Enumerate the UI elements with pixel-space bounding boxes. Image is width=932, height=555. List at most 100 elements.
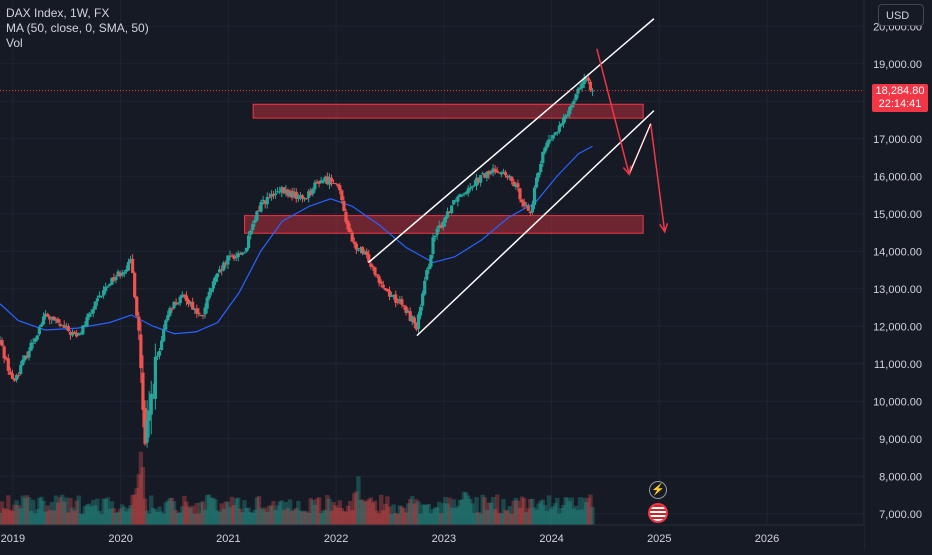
currency-button[interactable]: USD: [878, 4, 924, 26]
volume-bar: [393, 512, 398, 525]
volume-bar: [101, 498, 106, 525]
chart-legend: DAX Index, 1W, FX MA (50, close, 0, SMA,…: [6, 6, 149, 51]
candle-body: [441, 221, 445, 227]
volume-bar: [169, 498, 175, 525]
volume-bar: [30, 499, 36, 525]
volume-bar: [86, 503, 92, 525]
candle-body: [418, 306, 423, 316]
volume-bar: [509, 513, 514, 525]
volume-bar: [22, 498, 28, 525]
candle-body: [265, 196, 269, 205]
vol-legend[interactable]: Vol: [6, 36, 23, 50]
time-tick-label: 2022: [324, 533, 348, 545]
volume-bar: [356, 476, 361, 525]
candle-body: [305, 198, 309, 200]
candle-body: [166, 315, 170, 321]
volume-bar: [430, 509, 436, 525]
trendlines[interactable]: [367, 18, 669, 337]
volume-bar: [200, 501, 206, 525]
candle-body: [528, 211, 532, 214]
candle-body: [10, 373, 15, 379]
candle-body: [414, 322, 419, 330]
candle-body: [566, 114, 570, 117]
volume-bar: [281, 509, 287, 525]
volume-bar: [248, 512, 253, 525]
lightning-icon[interactable]: ⚡: [649, 481, 667, 499]
candle-body: [211, 281, 215, 289]
candle-body: [224, 263, 228, 265]
candle-body: [344, 211, 348, 222]
resistance-zones[interactable]: [244, 103, 644, 234]
candle-body: [576, 88, 580, 94]
candle-body: [334, 183, 338, 185]
price-candles: [0, 73, 595, 448]
candle-body: [255, 211, 259, 221]
candle-body: [153, 356, 157, 399]
last-price-badge: 18,284.80 22:14:41: [872, 83, 928, 112]
volume-bar: [51, 510, 57, 525]
volume-bar: [134, 487, 139, 525]
volume-bar: [26, 497, 32, 525]
candle-body: [402, 305, 406, 307]
price-tick-label: 9,000.00: [879, 434, 922, 446]
candle-body: [259, 201, 263, 212]
candle-body: [205, 297, 209, 309]
volume-bar: [548, 508, 554, 525]
volume-bar: [466, 495, 471, 525]
volume-bar: [428, 513, 434, 525]
candle-body: [236, 253, 240, 258]
flag-event-icon[interactable]: [648, 503, 668, 523]
candle-body: [58, 323, 62, 326]
volume-bar: [186, 506, 191, 525]
candle-body: [99, 295, 104, 297]
volume-bar: [155, 511, 160, 525]
candle-body: [479, 175, 483, 183]
price-tick-label: 8,000.00: [879, 471, 922, 483]
volume-bar: [416, 501, 421, 525]
symbol-line[interactable]: DAX Index, 1W, FX: [6, 6, 110, 20]
candle-body: [284, 189, 288, 194]
candle-body: [530, 205, 535, 213]
candle-body: [234, 256, 238, 258]
candle-body: [128, 259, 133, 262]
candle-body: [263, 200, 267, 204]
volume-bar: [236, 497, 241, 525]
volume-bar: [320, 510, 326, 525]
candle-body: [4, 357, 8, 360]
candle-body: [470, 186, 474, 188]
candle-body: [354, 243, 358, 250]
volume-bar: [414, 499, 419, 525]
candle-body: [184, 295, 189, 302]
candle-body: [14, 375, 19, 380]
candle-body: [232, 255, 236, 259]
volume-bar: [544, 510, 550, 525]
arrow-head: [659, 222, 669, 234]
volume-bar: [463, 492, 469, 525]
volume-bar: [74, 500, 79, 525]
candle-body: [367, 254, 371, 263]
volume-bar: [503, 509, 508, 525]
volume-bar: [12, 504, 17, 525]
volume-bar: [244, 508, 249, 525]
candle-body: [230, 255, 234, 257]
volume-bar: [82, 506, 88, 525]
flag-stripes: [650, 505, 666, 521]
candle-body: [543, 147, 547, 153]
candle-body: [369, 263, 373, 267]
last-price-value: 18,284.80: [875, 84, 925, 97]
volume-bar: [457, 500, 463, 525]
volume-bar: [252, 509, 258, 525]
volume-bar: [470, 503, 475, 525]
candle-body: [64, 325, 68, 327]
candle-body: [189, 302, 193, 305]
volume-bar: [453, 508, 458, 525]
ma-legend[interactable]: MA (50, close, 0, SMA, 50): [6, 21, 149, 35]
candle-body: [464, 192, 468, 194]
volume-bar: [461, 491, 467, 525]
candle-body: [199, 314, 203, 316]
candle-body: [288, 191, 292, 197]
candle-body: [31, 342, 35, 344]
candle-body: [215, 273, 220, 278]
volume-bar: [441, 503, 446, 525]
